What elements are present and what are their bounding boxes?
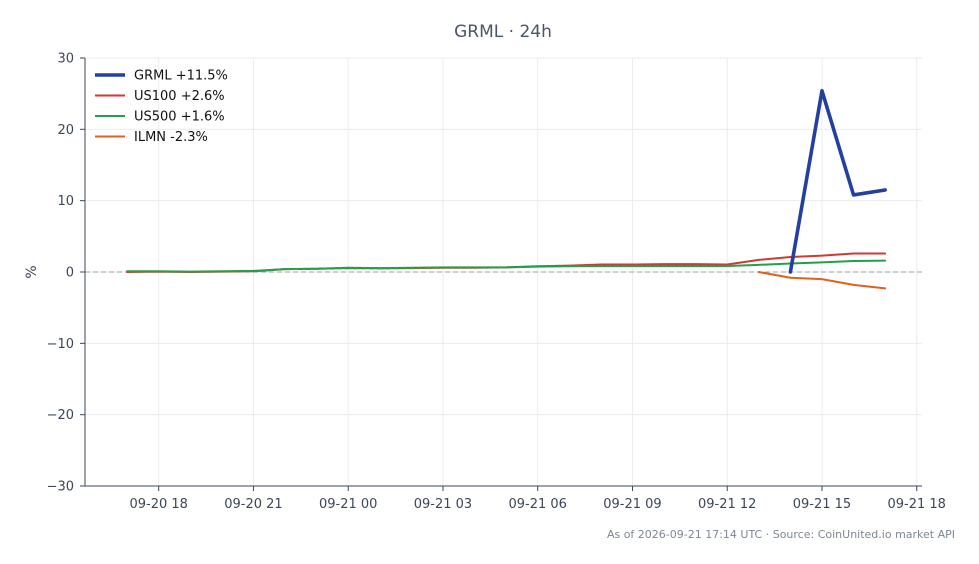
y-tick-label-0: 30	[57, 52, 74, 67]
chart-title: GRML · 24h	[454, 22, 552, 42]
legend-label-us100: US100 +2.6%	[134, 89, 225, 104]
x-tick-label-4: 09-21 06	[508, 497, 566, 512]
y-axis-label: %	[24, 265, 40, 278]
y-tick-label-5: −20	[47, 408, 74, 423]
series-line-grml	[788, 89, 887, 274]
x-tick-label-6: 09-21 12	[698, 497, 756, 512]
series-line-us100	[126, 252, 887, 273]
x-tick-label-2: 09-21 00	[319, 497, 377, 512]
series-line-ilmn	[757, 271, 887, 290]
x-tick-label-8: 09-21 18	[888, 497, 946, 512]
x-tick-label-1: 09-20 21	[224, 497, 282, 512]
legend-label-ilmn: ILMN -2.3%	[134, 130, 208, 145]
x-tick-label-7: 09-21 15	[793, 497, 851, 512]
legend-label-us500: US500 +1.6%	[134, 110, 225, 125]
x-tick-label-0: 09-20 18	[129, 497, 187, 512]
x-tick-label-3: 09-21 03	[414, 497, 472, 512]
source-footnote: As of 2026-09-21 17:14 UTC · Source: Coi…	[607, 528, 955, 541]
ticks: 09-20 18 09-20 21 09-21 00 09-21 03 09-21 06…	[47, 52, 946, 513]
y-tick-label-6: −30	[47, 480, 74, 495]
legend-label-grml: GRML +11.5%	[134, 69, 228, 84]
series-layer	[126, 89, 887, 290]
y-tick-label-2: 10	[57, 194, 74, 209]
y-tick-label-4: −10	[47, 337, 74, 352]
x-tick-label-5: 09-21 09	[603, 497, 661, 512]
legend: GRML +11.5% US100 +2.6% US500 +1.6% ILMN -2…	[95, 69, 228, 145]
series-line-us500	[126, 259, 887, 273]
y-tick-label-3: 0	[66, 266, 74, 281]
y-tick-label-1: 20	[57, 123, 74, 138]
